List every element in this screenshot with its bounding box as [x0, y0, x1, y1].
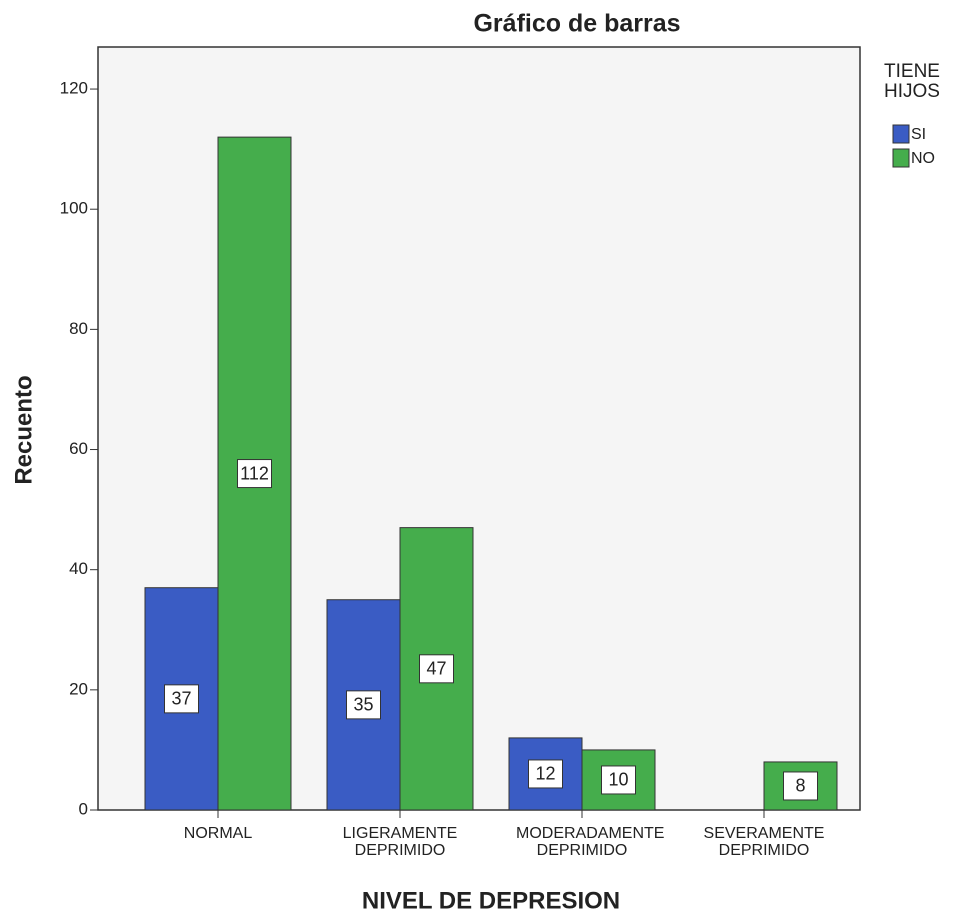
- y-tick-label: 0: [79, 799, 88, 818]
- value-label: 12: [535, 764, 555, 784]
- y-tick-label: 40: [69, 559, 88, 578]
- x-tick-label: NORMAL: [183, 825, 253, 842]
- legend-label: SI: [911, 126, 926, 143]
- y-tick-label: 100: [60, 199, 88, 218]
- value-label-box: [528, 759, 563, 789]
- value-label: 37: [171, 689, 191, 709]
- legend-swatch: [892, 124, 910, 144]
- value-label: 112: [240, 463, 269, 483]
- value-label: 8: [795, 776, 805, 796]
- value-label-box: [346, 690, 381, 720]
- legend-title: TIENE HIJOS: [884, 61, 940, 102]
- y-tick-label: 60: [69, 439, 88, 458]
- x-tick-label: SEVERAMENTE DEPRIMIDO: [703, 825, 825, 859]
- y-tick-label: 80: [69, 319, 88, 338]
- x-tick-label: LIGERAMENTE DEPRIMIDO: [342, 825, 458, 859]
- y-axis-label: Recuento: [10, 375, 37, 484]
- value-label: 47: [426, 659, 446, 679]
- x-tick-label: MODERADAMENTE DEPRIMIDO: [516, 825, 665, 859]
- value-label-box: [419, 654, 454, 684]
- chart-title: Gráfico de barras: [473, 10, 680, 38]
- y-tick-label: 20: [69, 679, 88, 698]
- legend-label: NO: [911, 150, 935, 167]
- legend-swatch: [892, 148, 910, 168]
- value-label-box: [601, 765, 636, 795]
- value-label: 35: [353, 695, 373, 715]
- value-label-box: [237, 459, 272, 489]
- value-label-box: [164, 684, 199, 714]
- y-tick-label: 120: [60, 79, 88, 98]
- value-label: 10: [608, 770, 628, 790]
- value-label-box: [783, 771, 818, 801]
- x-axis-label: NIVEL DE DEPRESION: [362, 887, 620, 914]
